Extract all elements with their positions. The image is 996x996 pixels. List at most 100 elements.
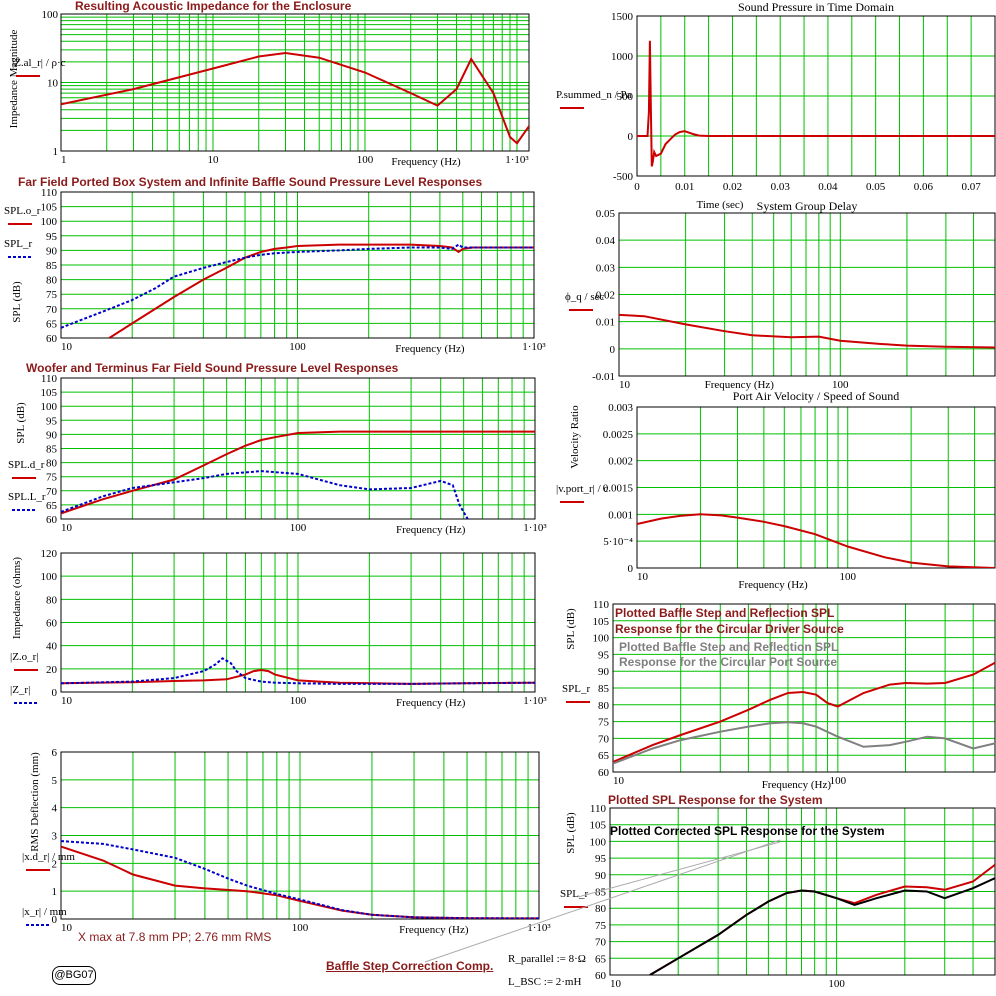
x-tick-label: 0 [634, 181, 640, 193]
x-tick-label: 0.01 [675, 181, 694, 193]
y-tick-label: 95 [46, 231, 58, 243]
y-tick-label: 65 [46, 500, 58, 512]
y-tick-label: 105 [593, 616, 610, 628]
annotation-driver-subtitle: Response for the Circular Driver Source [615, 622, 844, 636]
x-tick-label: 100 [289, 341, 306, 353]
y-tick-label: 120 [41, 548, 58, 560]
y-tick-label: 100 [41, 571, 58, 583]
y-tick-label: 80 [598, 700, 610, 712]
chart-title: System Group Delay [757, 199, 858, 213]
y-tick-label: 2 [52, 858, 58, 870]
y-tick-label: 0.003 [608, 402, 633, 414]
y-tick-label: 110 [590, 803, 607, 815]
y-axis-label: Velocity Ratio [569, 405, 581, 469]
credit-badge: @BG07 [52, 966, 96, 985]
l-bsc-equation: L_BSC := 2·mH [508, 976, 581, 988]
baffle-step-link[interactable]: Baffle Step Correction Comp. [326, 959, 494, 973]
plot-frame [60, 751, 540, 920]
annotation-port-title: Plotted Baffle Step and Reflection SPL [619, 640, 838, 654]
y-axis-label: RMS Deflection (mm) [29, 752, 41, 852]
x-axis-label: Frequency (Hz) [396, 697, 466, 709]
series-line-1 [61, 668, 535, 685]
y-tick-label: -500 [613, 171, 634, 183]
series-line-1 [637, 40, 995, 167]
r-parallel-equation: R_parallel := 8·Ω [508, 953, 586, 965]
x-tick-label: 100 [290, 522, 307, 534]
plot-frame [618, 212, 996, 377]
series-line-1 [61, 845, 539, 919]
y-tick-label: 0 [628, 131, 634, 143]
y-tick-label: 0 [610, 344, 616, 356]
y-tick-label: 110 [593, 599, 610, 611]
y-tick-label: 90 [598, 666, 610, 678]
x-axis-label: Frequency (Hz) [396, 524, 466, 536]
legend-label: SPL.L_r [8, 491, 46, 503]
y-tick-label: 10 [47, 78, 59, 90]
x-tick-label: 0.03 [771, 181, 791, 193]
y-tick-label: 105 [41, 202, 58, 214]
y-tick-label: 3 [52, 831, 58, 843]
y-tick-label: 100 [593, 633, 610, 645]
plot-frame [636, 15, 996, 177]
x-axis-label: Frequency (Hz) [395, 343, 465, 355]
x-tick-label: 10 [61, 522, 73, 534]
y-tick-label: 0.05 [596, 208, 616, 220]
plot-frame [609, 807, 996, 976]
y-tick-label: 60 [598, 767, 610, 779]
chart-rms-deflection: 10 100 1·10³ 0 1 2 3 4 5 6 Frequency (Hz) RMS Defle… [22, 747, 551, 944]
plot-frame [60, 13, 530, 152]
series-line-1 [637, 513, 995, 568]
x-tick-label: 1 [61, 154, 67, 166]
y-tick-label: 110 [41, 187, 58, 199]
y-tick-label: 90 [46, 429, 58, 441]
y-tick-label: 80 [46, 458, 58, 470]
x-axis-label: Frequency (Hz) [399, 924, 469, 936]
x-tick-label: 10 [61, 695, 73, 707]
chart-title: Far Field Ported Box System and Infinite… [18, 175, 482, 189]
legend-label: |Z_r| [10, 684, 30, 696]
legend-label: SPL.o_r [4, 205, 41, 217]
y-tick-label: 40 [46, 641, 58, 653]
y-tick-label: 70 [46, 304, 58, 316]
series-line-1 [108, 243, 534, 338]
legend-label: |v.port_r| / c [556, 483, 608, 495]
legend-label: SPL_r [562, 683, 590, 695]
y-tick-label: 85 [595, 887, 607, 899]
y-tick-label: 85 [598, 683, 610, 695]
chart-baffle-step: 10 100 60 65 70 75 80 85 90 95 100 105 110 Frequency … [562, 599, 996, 791]
series-line-1 [61, 430, 535, 515]
annotation-driver-title: Plotted Baffle Step and Reflection SPL [615, 606, 834, 620]
y-tick-label: 95 [598, 649, 610, 661]
y-tick-label: 1 [52, 886, 58, 898]
x-tick-label: 100 [839, 571, 856, 583]
x-tick-label: 0.04 [818, 181, 838, 193]
legend-label: |Z.al_r| / ρ·c [12, 57, 66, 69]
x-tick-label: 100 [292, 922, 309, 934]
x-tick-label: 0.02 [723, 181, 742, 193]
y-tick-label: 20 [46, 664, 58, 676]
x-tick-label: 10 [637, 571, 649, 583]
y-tick-label: 80 [595, 903, 607, 915]
y-tick-label: 70 [46, 486, 58, 498]
y-tick-label: 0.001 [608, 509, 633, 521]
x-tick-label: 10 [61, 341, 73, 353]
legend-label: SPL.d_r [8, 459, 45, 471]
y-tick-label: 80 [46, 594, 58, 606]
legend-label: SPL_r [560, 888, 588, 900]
chart-title: Woofer and Terminus Far Field Sound Pres… [26, 361, 399, 375]
y-tick-label: 500 [617, 91, 634, 103]
legend-label: SPL_r [4, 238, 32, 250]
x-tick-label: 100 [828, 978, 845, 990]
chart-title: Resulting Acoustic Impedance for the Enc… [75, 0, 352, 13]
y-tick-label: 105 [590, 820, 607, 832]
annotation-system-title: Plotted SPL Response for the System [608, 793, 823, 807]
y-tick-label: 100 [590, 836, 607, 848]
y-tick-label: 5 [52, 775, 58, 787]
y-tick-label: 0.03 [596, 262, 616, 274]
y-tick-label: 100 [41, 401, 58, 413]
y-axis-label: SPL (dB) [565, 608, 577, 650]
series-line-2 [61, 243, 534, 329]
y-tick-label: 6 [52, 747, 58, 759]
y-tick-label: -0.01 [592, 371, 615, 383]
x-tick-label: 0.07 [962, 181, 982, 193]
